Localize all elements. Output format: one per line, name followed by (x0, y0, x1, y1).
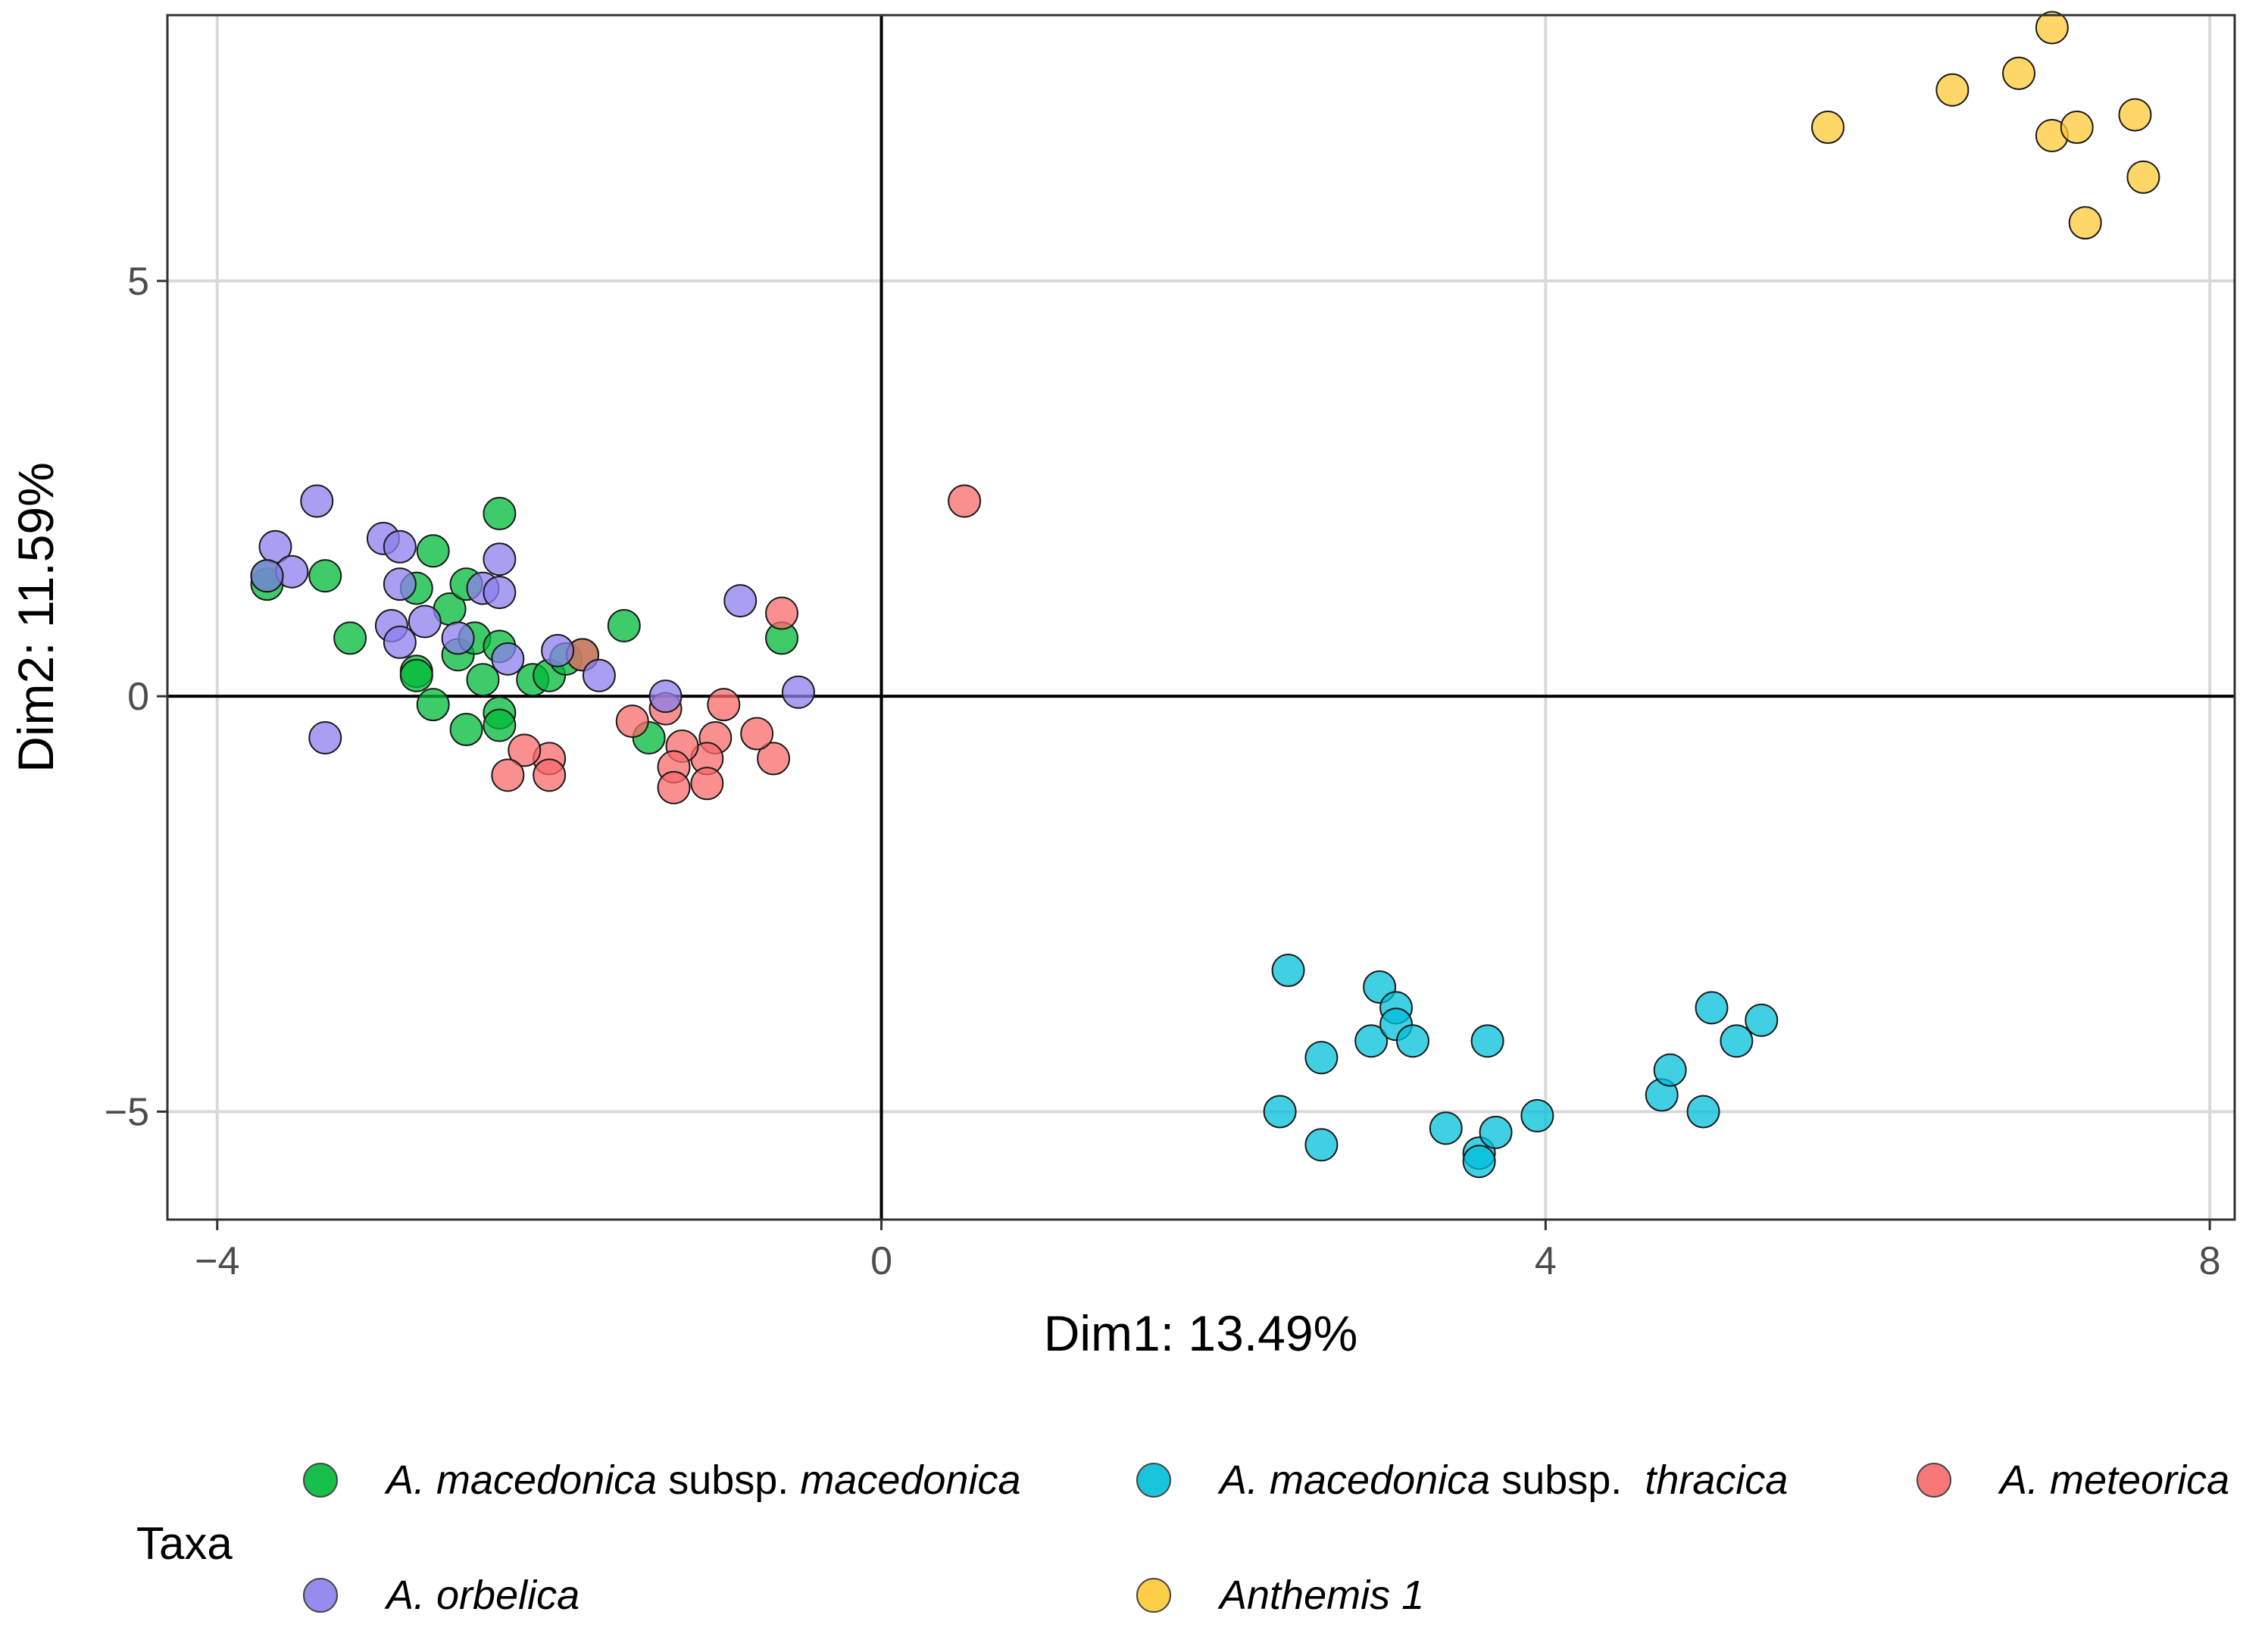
data-point-series-0 (607, 608, 641, 642)
data-point-series-1 (1695, 991, 1729, 1025)
legend-key-green-dot (303, 1463, 338, 1498)
scatter-chart: −4 0 4 8 −5 0 5 Dim1: 13.49% Dim2: 11.59% (8, 11, 2236, 1361)
data-point-series-3 (723, 584, 758, 618)
x-tick-label: 0 (870, 1239, 892, 1283)
data-point-series-1 (1462, 1145, 1496, 1179)
plot-panel-background (167, 15, 2235, 1220)
x-axis-title: Dim1: 13.49% (1044, 1305, 1358, 1361)
data-point-series-2 (657, 770, 691, 804)
data-point-series-4 (2126, 160, 2160, 194)
legend-label: A. macedonica subsp. macedonica (386, 1457, 1021, 1503)
data-point-series-2 (508, 733, 542, 767)
data-point-series-1 (1520, 1098, 1554, 1132)
data-point-series-0 (483, 496, 517, 530)
data-point-series-1 (1470, 1024, 1504, 1058)
data-point-series-1 (1745, 1003, 1779, 1037)
legend-key-purple-dot (303, 1578, 338, 1613)
data-point-series-2 (757, 742, 791, 776)
plot-panel-border (166, 14, 2236, 1221)
legend-item-orbelica: A. orbelica (303, 1572, 579, 1619)
data-point-series-3 (648, 679, 683, 714)
data-point-series-2 (740, 717, 774, 751)
data-point-series-4 (2002, 56, 2036, 90)
data-point-series-1 (1720, 1024, 1754, 1058)
data-point-series-2 (491, 758, 525, 792)
data-point-series-1 (1395, 1024, 1429, 1058)
data-point-series-4 (2060, 111, 2094, 145)
x-tick-label: 8 (2199, 1239, 2221, 1283)
data-point-series-1 (1263, 1095, 1297, 1129)
data-point-series-4 (2118, 98, 2152, 132)
data-point-series-0 (416, 688, 450, 722)
y-tick-label: 5 (127, 260, 149, 304)
y-axis-title: Dim2: 11.59% (8, 462, 64, 773)
legend-label: A. meteorica (2000, 1457, 2230, 1503)
data-point-series-3 (250, 559, 284, 593)
legend-item-anthemis: Anthemis 1 (1136, 1572, 1424, 1619)
data-point-series-3 (383, 529, 417, 564)
data-point-series-0 (449, 713, 483, 747)
y-axis-ticks: −5 0 5 (105, 260, 167, 1134)
x-tick-label: −4 (195, 1239, 239, 1283)
data-point-series-3 (483, 542, 517, 576)
legend-label: A. orbelica (386, 1573, 580, 1618)
data-point-series-3 (383, 567, 417, 601)
data-point-series-4 (2035, 11, 2069, 45)
data-point-series-0 (308, 559, 342, 593)
x-tick-label: 4 (1535, 1239, 1557, 1283)
data-point-series-3 (308, 721, 342, 754)
data-point-series-3 (582, 658, 616, 692)
data-point-series-2 (690, 767, 724, 801)
data-point-series-3 (491, 642, 525, 676)
x-axis-ticks: −4 0 4 8 (195, 1220, 2221, 1283)
data-point-series-4 (1935, 73, 1970, 107)
data-point-series-3 (300, 484, 334, 518)
data-point-series-3 (408, 604, 442, 639)
legend-item-meteorica: A. meteorica (1917, 1457, 2229, 1504)
data-point-series-1 (1354, 1024, 1389, 1058)
data-point-series-0 (333, 621, 367, 655)
legend-item-macedonica: A. macedonica subsp. macedonica (303, 1457, 1021, 1504)
legend-key-red-dot (1917, 1463, 1951, 1498)
data-point-series-0 (483, 708, 517, 742)
legend-label: A. macedonica subsp. thracica (1220, 1457, 1788, 1503)
data-point-series-2 (948, 484, 982, 518)
legend-title: Taxa (136, 1518, 233, 1569)
data-point-series-3 (781, 675, 815, 709)
data-point-series-1 (1686, 1095, 1720, 1129)
data-point-series-2 (615, 704, 649, 739)
data-point-series-3 (383, 625, 417, 659)
data-point-series-1 (1479, 1115, 1513, 1149)
data-point-series-1 (1304, 1041, 1339, 1075)
reference-lines (167, 15, 2235, 1220)
data-point-series-2 (765, 596, 799, 630)
data-point-series-3 (441, 621, 475, 655)
legend: Taxa A. macedonica subsp. macedonica A. … (136, 1451, 2268, 1619)
data-point-series-1 (1653, 1053, 1687, 1087)
data-point-series-1 (1271, 954, 1305, 988)
data-point-series-4 (1810, 111, 1845, 145)
data-point-series-0 (466, 663, 500, 697)
data-point-series-2 (533, 758, 567, 792)
data-point-series-1 (1429, 1111, 1463, 1145)
data-point-series-4 (2068, 206, 2102, 240)
legend-label: Anthemis 1 (1220, 1573, 1425, 1618)
data-point-series-0 (416, 534, 450, 568)
y-tick-label: 0 (127, 675, 149, 719)
data-point-series-0 (399, 658, 433, 692)
data-point-series-3 (483, 576, 517, 610)
data-point-series-2 (707, 688, 741, 722)
data-point-series-1 (1304, 1128, 1339, 1162)
legend-key-yellow-dot (1136, 1578, 1171, 1613)
y-tick-label: −5 (105, 1090, 149, 1134)
legend-key-cyan-dot (1136, 1463, 1171, 1498)
data-points (250, 11, 2160, 1179)
legend-item-thracica: A. macedonica subsp. thracica (1136, 1457, 1788, 1504)
data-point-series-3 (541, 633, 575, 667)
